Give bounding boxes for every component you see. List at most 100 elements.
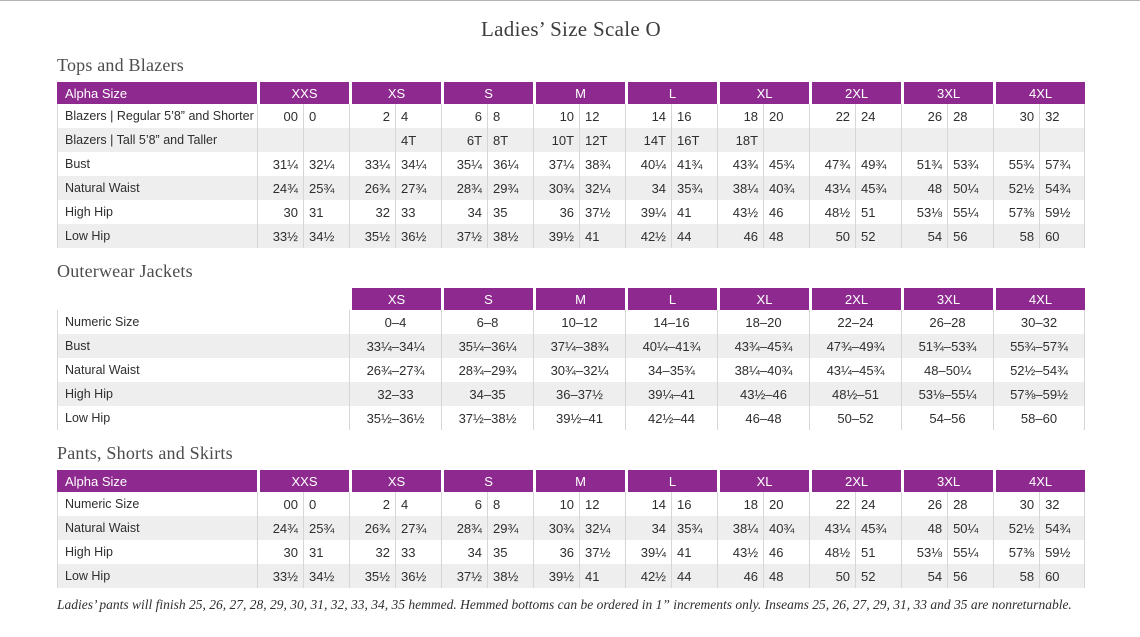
table-row: Numeric Size 0–4 6–8 10–12 14–16 18–20 22–24 26… <box>57 310 1085 334</box>
size-value-cell: 38½ <box>487 564 534 588</box>
size-value-cell: 33¼ <box>349 152 396 176</box>
size-value-cell: 26¾ <box>349 176 396 200</box>
size-value-cell: 2 <box>349 104 396 128</box>
size-value-cell: 30¾–32¼ <box>533 358 625 382</box>
size-value-cell: 48½–51 <box>809 382 901 406</box>
size-value-cell: 37½ <box>579 200 626 224</box>
table-row: Bust 33¼–34¼ 35¼–36¼ 37¼–38¾ 40¼–41¾ 43¾–45¾ 4… <box>57 334 1085 358</box>
size-value-cell: 24 <box>855 492 902 516</box>
row-label: High Hip <box>57 200 257 224</box>
size-value-cell: 0 <box>303 492 350 516</box>
size-value-cell: 34–35 <box>441 382 533 406</box>
size-value-cell: 39½ <box>533 224 580 248</box>
size-value-cell: 25¾ <box>303 516 350 540</box>
size-value-cell: 35¾ <box>671 516 718 540</box>
size-value-cell: 50¼ <box>947 176 994 200</box>
size-value-cell: 46–48 <box>717 406 809 430</box>
size-column-header: S <box>441 470 534 492</box>
size-value-cell: 51 <box>855 540 902 564</box>
size-value-cell: 40¼ <box>625 152 672 176</box>
table-row: Natural Waist 24¾ 25¾ 26¾ 27¾ 28¾ 29¾ 30¾ 32¼ 34 3… <box>57 516 1086 540</box>
size-value-cell: 00 <box>257 492 303 516</box>
alpha-size-header: Alpha Size <box>57 82 257 104</box>
size-value-cell: 16 <box>671 104 718 128</box>
size-value-cell: 54¾ <box>1039 516 1086 540</box>
size-value-cell <box>901 128 948 152</box>
size-value-cell: 35 <box>487 200 534 224</box>
size-value-cell: 56 <box>947 564 994 588</box>
size-column-header: S <box>441 288 533 310</box>
size-value-cell: 36¼ <box>487 152 534 176</box>
size-value-cell: 33½ <box>257 224 303 248</box>
size-value-cell: 35 <box>487 540 534 564</box>
size-value-cell: 35¼–36¼ <box>441 334 533 358</box>
size-value-cell: 57⅜–59½ <box>993 382 1085 406</box>
size-value-cell: 37½ <box>441 564 488 588</box>
size-chart-page: Ladies’ Size Scale O Tops and Blazers Alp… <box>0 1 1140 613</box>
size-column-header: L <box>625 82 718 104</box>
size-value-cell: 20 <box>763 104 810 128</box>
size-value-cell: 43¾ <box>717 152 764 176</box>
size-value-cell: 43½ <box>717 540 764 564</box>
size-value-cell: 45¾ <box>855 516 902 540</box>
size-value-cell: 48 <box>763 224 810 248</box>
size-table-section: Outerwear Jackets XS S M L XL 2XL 3XL 4XL Numeric… <box>57 260 1085 430</box>
size-value-cell <box>993 128 1040 152</box>
table-row: High Hip 30 31 32 33 34 35 36 37½ 39¼ 41 43½ 46 48½ 51… <box>57 540 1086 564</box>
row-label: High Hip <box>57 382 349 406</box>
size-value-cell: 28¾–29¾ <box>441 358 533 382</box>
size-value-cell: 8T <box>487 128 534 152</box>
size-value-cell: 39½ <box>533 564 580 588</box>
size-value-cell: 31¼ <box>257 152 303 176</box>
size-value-cell: 8 <box>487 492 534 516</box>
size-column-header: 2XL <box>809 470 902 492</box>
size-value-cell: 52½ <box>993 516 1040 540</box>
size-value-cell: 30–32 <box>993 310 1085 334</box>
table-row: Numeric Size 00 0 2 4 6 8 10 12 14 16 18 20 22 24 26 28 3… <box>57 492 1086 516</box>
row-label: Blazers | Regular 5’8” and Shorter <box>57 104 257 128</box>
size-value-cell: 32 <box>349 200 396 224</box>
size-value-cell: 32 <box>349 540 396 564</box>
header-row: Alpha Size XXS XS S M L XL 2XL 3XL 4XL <box>57 470 1086 492</box>
size-value-cell <box>1039 128 1086 152</box>
size-value-cell: 50–52 <box>809 406 901 430</box>
size-value-cell: 12 <box>579 492 626 516</box>
size-column-header: M <box>533 82 626 104</box>
size-column-header: 2XL <box>809 288 901 310</box>
size-value-cell: 24¾ <box>257 176 303 200</box>
size-value-cell: 4T <box>395 128 442 152</box>
size-value-cell: 43¼–45¾ <box>809 358 901 382</box>
size-value-cell: 59½ <box>1039 200 1086 224</box>
size-value-cell: 14 <box>625 104 672 128</box>
size-value-cell: 55¼ <box>947 200 994 224</box>
row-label: Natural Waist <box>57 516 257 540</box>
size-value-cell: 43½ <box>717 200 764 224</box>
size-value-cell: 38¾ <box>579 152 626 176</box>
size-value-cell: 6–8 <box>441 310 533 334</box>
size-column-header: 2XL <box>809 82 902 104</box>
size-value-cell: 28¾ <box>441 176 488 200</box>
row-label: Bust <box>57 152 257 176</box>
size-value-cell <box>257 128 303 152</box>
size-value-cell: 38¼ <box>717 516 764 540</box>
row-label: Low Hip <box>57 224 257 248</box>
size-value-cell: 33½ <box>257 564 303 588</box>
size-value-cell: 8 <box>487 104 534 128</box>
table-row: Low Hip 33½ 34½ 35½ 36½ 37½ 38½ 39½ 41 42½ 44 46 48 5… <box>57 564 1086 588</box>
size-value-cell <box>303 128 350 152</box>
size-value-cell: 48–50¼ <box>901 358 993 382</box>
size-table: Alpha Size XXS XS S M L XL 2XL 3XL 4XL Numeric Siz… <box>57 470 1086 588</box>
size-value-cell: 30 <box>993 492 1040 516</box>
size-value-cell: 57⅜ <box>993 200 1040 224</box>
size-value-cell: 38½ <box>487 224 534 248</box>
size-value-cell: 48½ <box>809 200 856 224</box>
size-value-cell: 46 <box>717 564 764 588</box>
row-label: Numeric Size <box>57 310 349 334</box>
section-title: Pants, Shorts and Skirts <box>57 443 233 463</box>
size-column-header: 3XL <box>901 288 993 310</box>
alpha-size-header: Alpha Size <box>57 470 257 492</box>
header-spacer <box>57 288 349 310</box>
size-column-header: XL <box>717 288 809 310</box>
size-value-cell: 40¾ <box>763 176 810 200</box>
size-value-cell: 36 <box>533 200 580 224</box>
